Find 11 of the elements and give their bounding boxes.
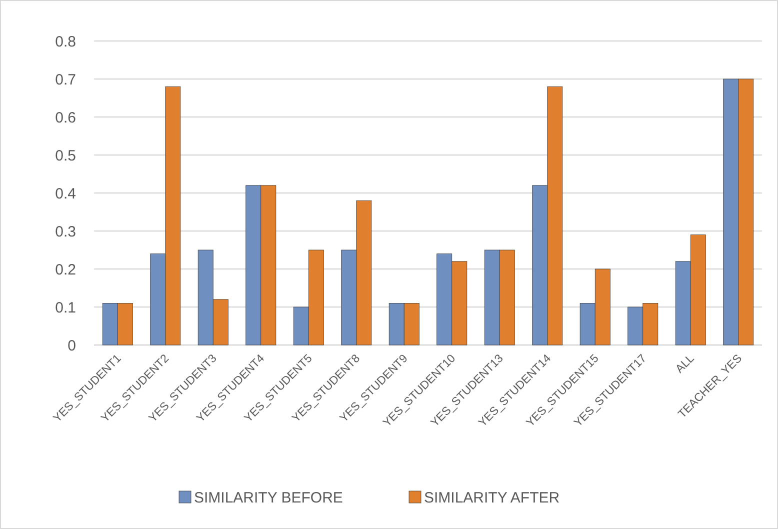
- y-tick-label: 0.2: [55, 261, 76, 278]
- legend-label: SIMILARITY BEFORE: [194, 489, 343, 506]
- y-tick-label: 0.8: [55, 33, 76, 50]
- y-tick-label: 0.4: [55, 185, 76, 202]
- y-tick-label: 0.3: [55, 223, 76, 240]
- y-tick-label: 0.6: [55, 109, 76, 126]
- y-tick-label: 0: [68, 337, 76, 354]
- y-tick-label: 0.5: [55, 147, 76, 164]
- y-tick-label: 0.1: [55, 299, 76, 316]
- y-tick-label: 0.7: [55, 71, 76, 88]
- legend-label: SIMILARITY AFTER: [424, 489, 560, 506]
